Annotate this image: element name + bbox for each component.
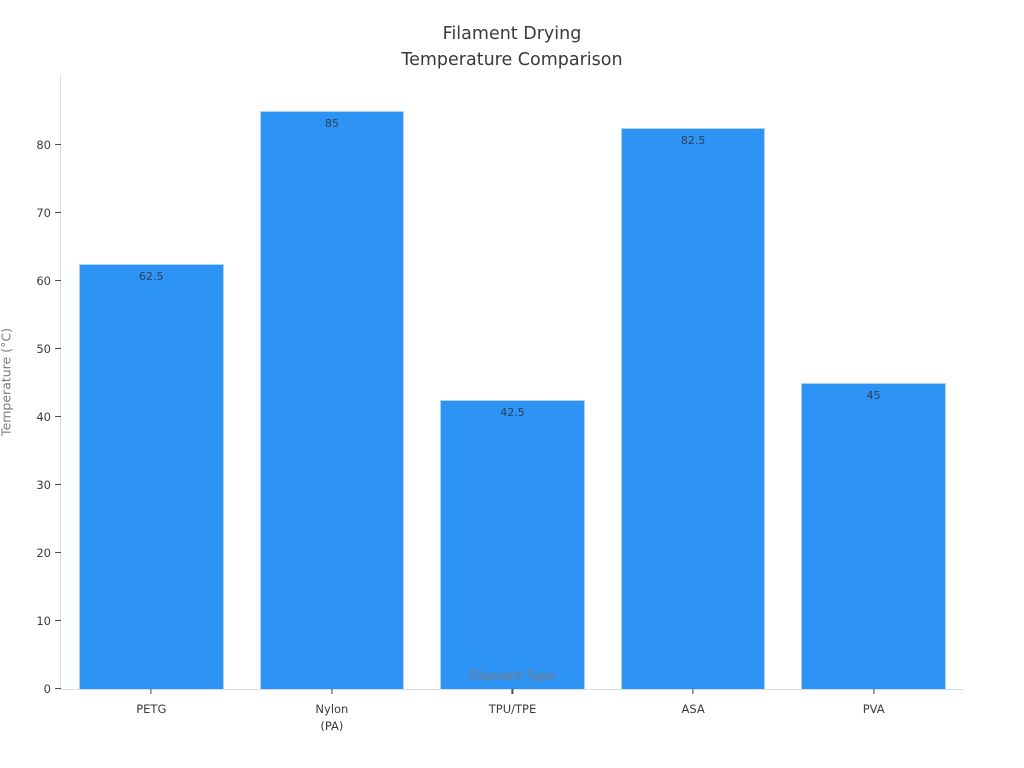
x-axis-title: Filament Type bbox=[468, 668, 556, 683]
y-tick-mark bbox=[55, 347, 61, 350]
bar-value-label: 45 bbox=[866, 389, 881, 403]
x-tick-label: PETG bbox=[136, 702, 167, 716]
x-tick-mark bbox=[511, 689, 514, 694]
chart-title: Filament Drying Temperature Comparison bbox=[401, 24, 623, 70]
bar-value-label: 42.5 bbox=[500, 406, 525, 420]
bar-slot: 62.5 PETG bbox=[61, 75, 242, 716]
y-axis-title: Temperature (°C) bbox=[0, 328, 14, 436]
bar-value-label: 85 bbox=[324, 117, 339, 131]
plot-area: 0 10 20 30 40 50 60 70 80 62.5 PETG 85 Nylon (PA) 42… bbox=[0, 75, 964, 733]
y-tick-label: 20 bbox=[36, 546, 51, 561]
y-tick-label: 40 bbox=[36, 410, 51, 425]
x-tick-label: ASA bbox=[681, 702, 705, 716]
y-tick-label: 10 bbox=[36, 614, 51, 629]
bar-slot: 85 Nylon (PA) bbox=[242, 75, 423, 733]
x-tick-mark bbox=[692, 689, 694, 694]
bar: 62.5 bbox=[79, 264, 224, 689]
x-tick-mark bbox=[331, 689, 333, 694]
x-tick-label: PVA bbox=[862, 702, 885, 716]
x-tick-label: TPU/TPE bbox=[488, 702, 537, 716]
x-tick-label: Nylon (PA) bbox=[315, 702, 349, 733]
bar: 82.5 bbox=[620, 128, 766, 689]
bar: 42.5 bbox=[440, 400, 585, 689]
bar-value-label: 82.5 bbox=[680, 134, 706, 148]
x-tick-mark bbox=[873, 689, 875, 694]
y-tick-mark bbox=[55, 687, 61, 689]
y-tick-label: 30 bbox=[36, 478, 51, 493]
y-tick-label: 60 bbox=[36, 274, 51, 289]
y-tick-label: 0 bbox=[43, 682, 51, 696]
bar: 85 bbox=[259, 111, 405, 689]
y-tick-mark bbox=[55, 211, 61, 214]
x-tick-mark bbox=[150, 689, 152, 694]
bar-slot: 42.5 TPU/TPE bbox=[422, 75, 603, 716]
bar-slot: 82.5 ASA bbox=[603, 75, 784, 716]
y-tick-mark bbox=[55, 279, 61, 282]
y-tick-mark bbox=[55, 483, 61, 486]
y-tick-mark bbox=[55, 143, 61, 146]
bar-value-label: 62.5 bbox=[139, 270, 164, 284]
y-tick-label: 80 bbox=[36, 138, 51, 153]
bar-slot: 45 PVA bbox=[783, 75, 964, 716]
y-tick-label: 50 bbox=[36, 342, 51, 357]
y-tick-mark bbox=[55, 415, 61, 418]
y-tick-mark bbox=[55, 551, 61, 554]
bar: 45 bbox=[801, 383, 946, 689]
y-tick-label: 70 bbox=[36, 206, 51, 221]
y-tick-mark bbox=[55, 619, 61, 622]
